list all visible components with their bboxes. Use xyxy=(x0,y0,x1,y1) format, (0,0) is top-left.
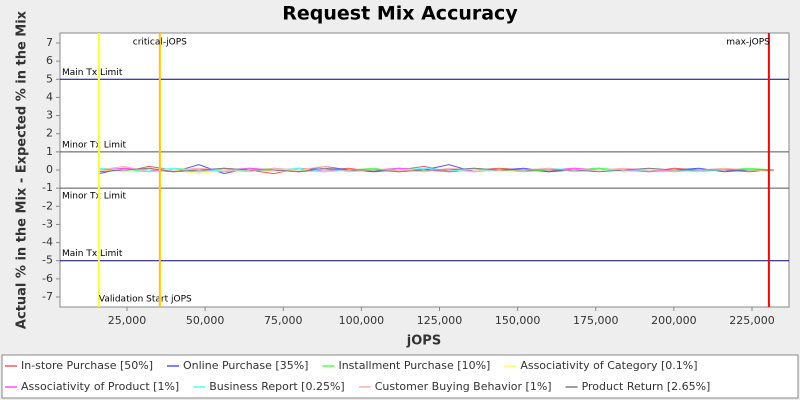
x-tick-label: 225,000 xyxy=(729,314,775,327)
y-tick-label: 1 xyxy=(46,145,53,158)
y-tick-label: 3 xyxy=(46,109,53,122)
legend-label: Installment Purchase [10%] xyxy=(338,359,490,372)
chart-title: Request Mix Accuracy xyxy=(282,3,518,25)
y-tick-label: 2 xyxy=(46,127,53,140)
y-tick-label: 4 xyxy=(46,90,53,103)
marker-label: max-jOPS xyxy=(726,38,770,48)
y-tick-label: -6 xyxy=(42,272,53,285)
marker-label: critical-jOPS xyxy=(133,38,187,48)
y-tick-label: 6 xyxy=(46,54,53,67)
reference-label: Minor Tx Limit xyxy=(62,140,127,150)
x-tick-label: 25,000 xyxy=(108,314,147,327)
x-tick-label: 175,000 xyxy=(573,314,619,327)
x-axis-title: jOPS xyxy=(406,334,441,349)
y-tick-label: -5 xyxy=(42,254,53,267)
x-tick-label: 150,000 xyxy=(495,314,541,327)
marker-label: Validation Start jOPS xyxy=(99,295,192,305)
series-line xyxy=(98,167,774,173)
y-axis-title: Actual % in the Mix - Expected % in the … xyxy=(15,10,30,329)
y-tick-label: -7 xyxy=(42,290,53,303)
y-tick-label: 7 xyxy=(46,36,53,49)
reference-label: Main Tx Limit xyxy=(62,249,123,259)
legend-label: Associativity of Product [1%] xyxy=(21,380,179,393)
legend-box xyxy=(1,354,799,399)
legend-label: In-store Purchase [50%] xyxy=(21,359,153,372)
legend-label: Product Return [2.65%] xyxy=(582,380,711,393)
x-tick-label: 50,000 xyxy=(186,314,225,327)
x-tick-label: 100,000 xyxy=(339,314,385,327)
y-tick-label: -2 xyxy=(42,199,53,212)
reference-label: Main Tx Limit xyxy=(62,68,123,78)
legend-label: Online Purchase [35%] xyxy=(183,359,308,372)
series-line xyxy=(98,167,774,173)
y-tick-label: 0 xyxy=(46,163,53,176)
legend-label: Business Report [0.25%] xyxy=(209,380,345,393)
y-tick-label: -1 xyxy=(42,181,53,194)
legend-label: Associativity of Category [0.1%] xyxy=(520,359,697,372)
x-tick-label: 200,000 xyxy=(651,314,697,327)
legend-label: Customer Buying Behavior [1%] xyxy=(375,380,552,393)
x-tick-label: 125,000 xyxy=(417,314,463,327)
x-tick-label: 75,000 xyxy=(264,314,303,327)
y-tick-label: 5 xyxy=(46,72,53,85)
y-tick-label: -3 xyxy=(42,217,53,230)
reference-label: Minor Tx Limit xyxy=(62,192,127,202)
y-tick-label: -4 xyxy=(42,236,53,249)
